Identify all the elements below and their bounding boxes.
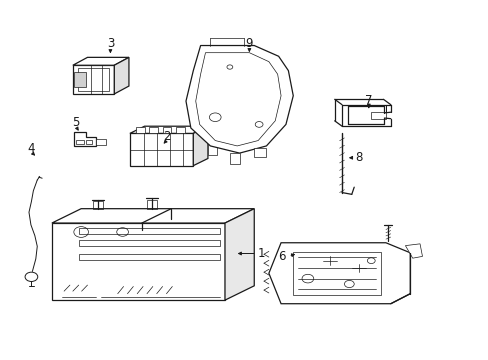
Text: 7: 7: [365, 94, 372, 107]
Bar: [162, 127, 171, 134]
Polygon shape: [185, 45, 293, 153]
Polygon shape: [405, 244, 422, 258]
Polygon shape: [341, 105, 385, 119]
Text: 3: 3: [106, 37, 114, 50]
Bar: [74, 72, 86, 87]
Bar: [78, 68, 109, 91]
Polygon shape: [130, 126, 207, 134]
Polygon shape: [52, 223, 224, 300]
Bar: [93, 201, 103, 209]
Bar: [147, 200, 157, 209]
Text: 8: 8: [355, 151, 362, 164]
Bar: [76, 140, 83, 144]
Text: 2: 2: [163, 130, 170, 144]
Text: 1: 1: [257, 247, 265, 260]
Polygon shape: [268, 243, 409, 304]
Text: 5: 5: [72, 116, 80, 129]
Bar: [149, 127, 158, 134]
Polygon shape: [74, 132, 96, 146]
Text: 9: 9: [245, 36, 253, 50]
Bar: [79, 228, 220, 234]
Text: 6: 6: [278, 249, 285, 262]
Polygon shape: [229, 153, 239, 164]
Polygon shape: [114, 57, 129, 94]
Bar: [175, 127, 184, 134]
Polygon shape: [130, 134, 193, 166]
Bar: [207, 144, 216, 155]
Polygon shape: [73, 65, 114, 94]
Text: 4: 4: [28, 142, 35, 155]
Bar: [79, 254, 220, 260]
Polygon shape: [224, 209, 254, 300]
Polygon shape: [254, 148, 266, 157]
Bar: [96, 139, 105, 145]
Polygon shape: [73, 57, 129, 65]
Bar: [79, 240, 220, 246]
Polygon shape: [52, 209, 254, 223]
Bar: [136, 127, 144, 134]
Polygon shape: [193, 126, 207, 166]
Bar: [86, 140, 92, 144]
